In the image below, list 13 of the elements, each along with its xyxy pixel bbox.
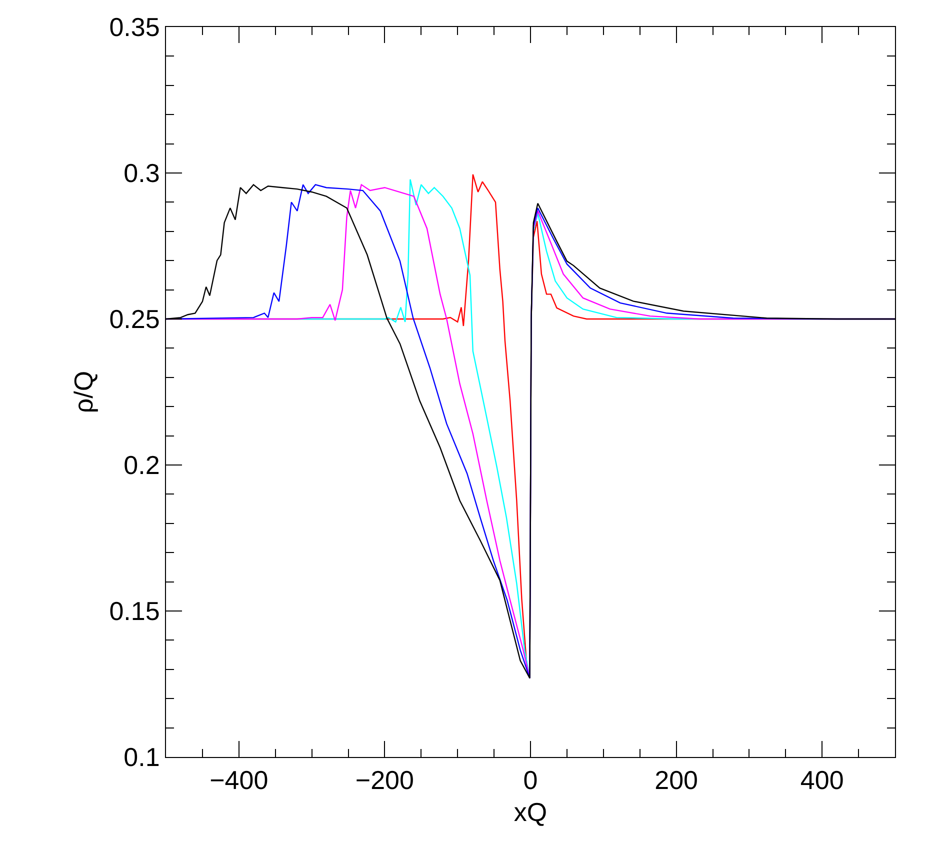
x-tick-label: −200 — [355, 765, 414, 796]
x-tick-label: 200 — [654, 765, 698, 796]
y-axis-title: ρ/Q — [68, 370, 99, 414]
y-tick-label: 0.25 — [109, 304, 160, 334]
y-tick-label: 0.15 — [109, 596, 160, 626]
x-axis-title: xQ — [514, 796, 548, 827]
y-tick-label: 0.2 — [124, 450, 160, 480]
y-tick-label: 0.3 — [124, 158, 160, 188]
y-tick-label: 0.35 — [109, 12, 160, 42]
y-tick-label: 0.1 — [124, 742, 160, 772]
x-tick-label: −400 — [210, 765, 268, 796]
x-tick-label: 0 — [523, 765, 538, 796]
x-tick-label: 400 — [800, 765, 844, 796]
